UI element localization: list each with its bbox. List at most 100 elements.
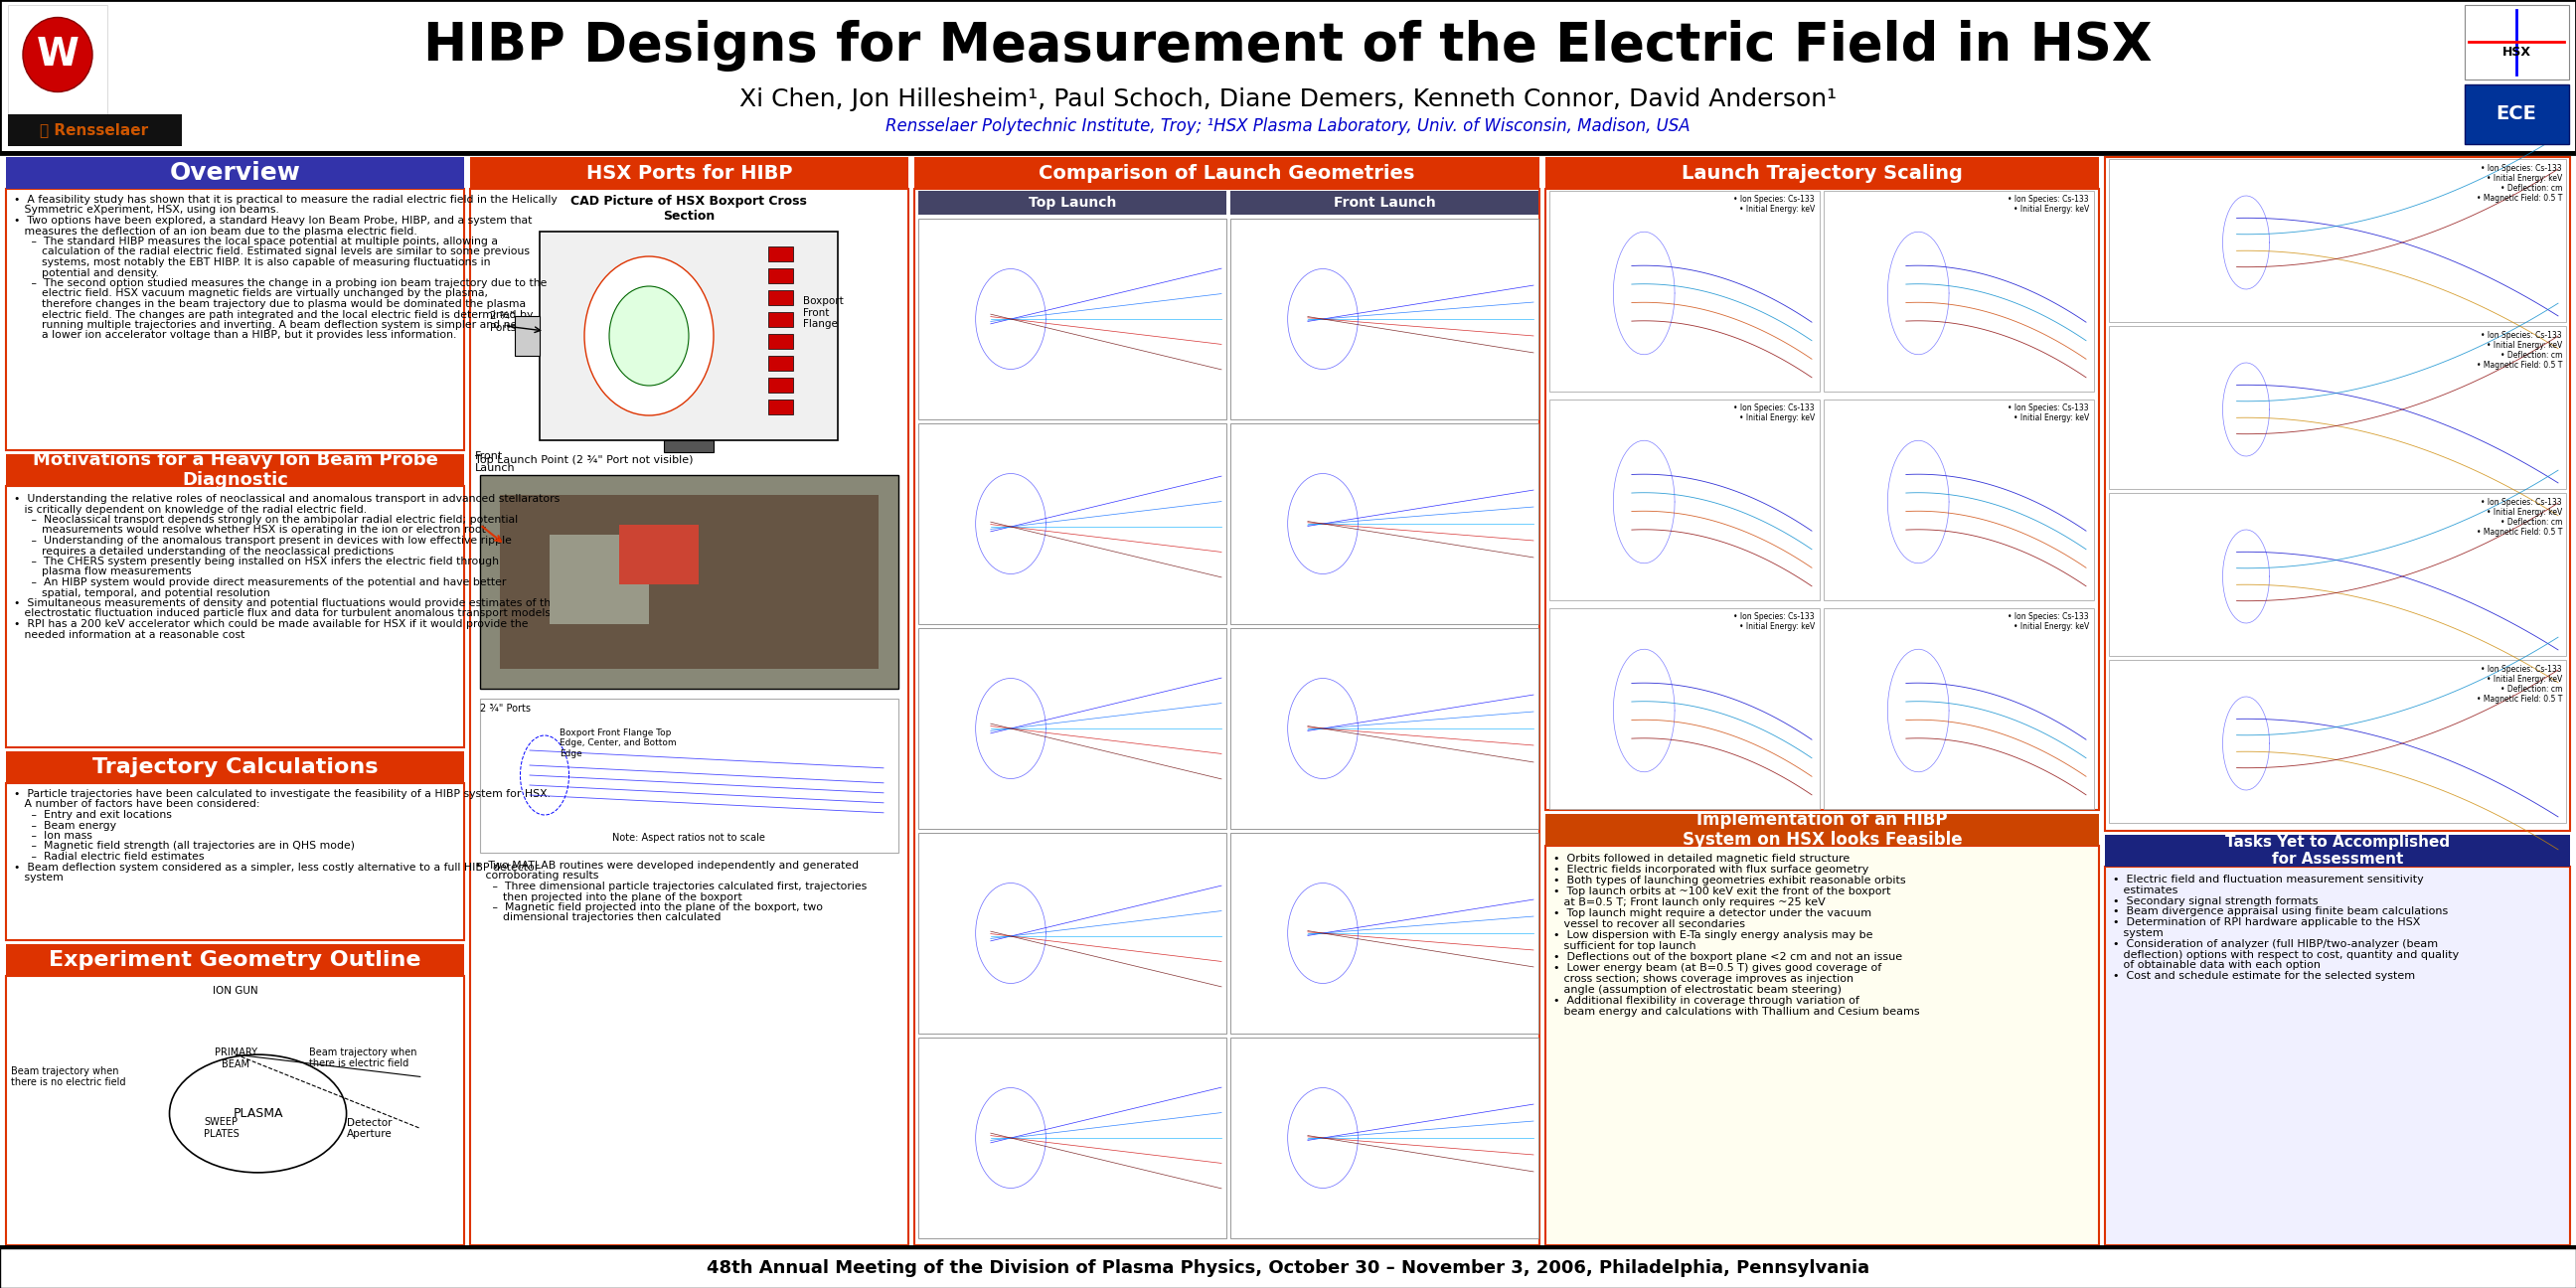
Bar	[1231, 629, 1538, 829]
Bar	[2110, 659, 2566, 823]
Bar	[1546, 189, 2099, 810]
Text: measures the deflection of an ion beam due to the plasma electric field.: measures the deflection of an ion beam d…	[13, 227, 417, 236]
Text: • Ion Species: Cs-133: • Ion Species: Cs-133	[2007, 403, 2089, 412]
Bar	[0, 0, 2576, 155]
Text: • Ion Species: Cs-133: • Ion Species: Cs-133	[2007, 612, 2089, 621]
Ellipse shape	[170, 1055, 345, 1172]
Bar	[1548, 608, 1819, 809]
Text: • Magnetic Field: 0.5 T: • Magnetic Field: 0.5 T	[2476, 361, 2563, 370]
Text: • Initial Energy: keV: • Initial Energy: keV	[2014, 205, 2089, 214]
Bar	[0, 1248, 2576, 1288]
Text: –  The second option studied measures the change in a probing ion beam trajector: – The second option studied measures the…	[13, 278, 546, 289]
Text: •  Simultaneous measurements of density and potential fluctuations would provide: • Simultaneous measurements of density a…	[13, 599, 556, 608]
Text: • Initial Energy: keV: • Initial Energy: keV	[1739, 205, 1814, 214]
Text: vessel to recover all secondaries: vessel to recover all secondaries	[1553, 920, 1744, 929]
Text: plasma flow measurements: plasma flow measurements	[13, 567, 191, 577]
Text: •  Particle trajectories have been calculated to investigate the feasibility of : • Particle trajectories have been calcul…	[13, 790, 551, 799]
Text: system: system	[2112, 929, 2164, 938]
Text: a lower ion accelerator voltage than a HIBP, but it provides less information.: a lower ion accelerator voltage than a H…	[13, 331, 456, 340]
Ellipse shape	[23, 18, 93, 91]
Text: • Ion Species: Cs-133: • Ion Species: Cs-133	[2481, 331, 2563, 340]
Text: estimates: estimates	[2112, 885, 2177, 895]
Text: then projected into the plane of the boxport: then projected into the plane of the box…	[474, 893, 742, 902]
Bar	[917, 424, 1226, 625]
Text: Symmetric eXperiment, HSX, using ion beams.: Symmetric eXperiment, HSX, using ion bea…	[13, 205, 278, 215]
Text: • Deflection: cm: • Deflection: cm	[2501, 350, 2563, 359]
Text: therefore changes in the beam trajectory due to plasma would be dominated the pl: therefore changes in the beam trajectory…	[13, 299, 526, 309]
Text: Top Launch Point (2 ¾" Port not visible): Top Launch Point (2 ¾" Port not visible)	[474, 455, 693, 465]
Text: •  A feasibility study has shown that it is practical to measure the radial elec: • A feasibility study has shown that it …	[13, 194, 556, 205]
Text: Front
Launch: Front Launch	[474, 452, 515, 473]
Text: –  Magnetic field projected into the plane of the boxport, two: – Magnetic field projected into the plan…	[474, 903, 822, 912]
Text: systems, most notably the EBT HIBP. It is also capable of measuring fluctuations: systems, most notably the EBT HIBP. It i…	[13, 258, 489, 268]
Text: •  Secondary signal strength formats: • Secondary signal strength formats	[2112, 896, 2318, 905]
Text: •  Determination of RPI hardware applicable to the HSX: • Determination of RPI hardware applicab…	[2112, 917, 2421, 927]
Text: ECE: ECE	[2496, 104, 2537, 124]
Text: • Ion Species: Cs-133: • Ion Species: Cs-133	[2007, 194, 2089, 204]
Bar	[500, 495, 878, 668]
Bar	[917, 629, 1226, 829]
Text: beam energy and calculations with Thallium and Cesium beams: beam energy and calculations with Thalli…	[1553, 1007, 1919, 1016]
Bar	[1231, 191, 1538, 215]
Text: Implementation of an HIBP
System on HSX looks Feasible: Implementation of an HIBP System on HSX …	[1682, 810, 1963, 849]
Text: •  Understanding the relative roles of neoclassical and anomalous transport in a: • Understanding the relative roles of ne…	[13, 493, 559, 504]
Text: 2 ¾"
Ports: 2 ¾" Ports	[489, 312, 515, 332]
Text: • Deflection: cm: • Deflection: cm	[2501, 518, 2563, 527]
Text: • Initial Energy: keV: • Initial Energy: keV	[2486, 507, 2563, 516]
Bar	[917, 191, 1226, 215]
Text: • Deflection: cm: • Deflection: cm	[2501, 685, 2563, 694]
Bar	[768, 334, 793, 349]
Text: –  An HIBP system would provide direct measurements of the potential and have be: – An HIBP system would provide direct me…	[13, 577, 507, 587]
Bar	[5, 486, 464, 747]
Text: measurements would resolve whether HSX is operating in the ion or electron root: measurements would resolve whether HSX i…	[13, 526, 487, 536]
Text: • Magnetic Field: 0.5 T: • Magnetic Field: 0.5 T	[2476, 694, 2563, 703]
Text: –  The standard HIBP measures the local space potential at multiple points, allo: – The standard HIBP measures the local s…	[13, 237, 497, 246]
Text: • Ion Species: Cs-133: • Ion Species: Cs-133	[1734, 403, 1814, 412]
Text: of obtainable data with each option: of obtainable data with each option	[2112, 961, 2321, 970]
Text: –  Magnetic field strength (all trajectories are in QHS mode): – Magnetic field strength (all trajector…	[13, 841, 355, 851]
Text: •  Low dispersion with E-Ta singly energy analysis may be: • Low dispersion with E-Ta singly energy…	[1553, 930, 1873, 940]
Bar	[5, 976, 464, 1245]
Bar	[549, 535, 649, 625]
Text: Xi Chen, Jon Hillesheim¹, Paul Schoch, Diane Demers, Kenneth Connor, David Ander: Xi Chen, Jon Hillesheim¹, Paul Schoch, D…	[739, 88, 1837, 111]
Bar	[914, 189, 1540, 1245]
Bar	[1546, 157, 2099, 189]
Text: •  Cost and schedule estimate for the selected system: • Cost and schedule estimate for the sel…	[2112, 971, 2416, 981]
Bar	[768, 377, 793, 393]
Text: running multiple trajectories and inverting. A beam deflection system is simpler: running multiple trajectories and invert…	[13, 319, 536, 330]
Polygon shape	[2468, 10, 2563, 75]
Text: •  Lower energy beam (at B=0.5 T) gives good coverage of: • Lower energy beam (at B=0.5 T) gives g…	[1553, 963, 1880, 972]
Bar	[1231, 833, 1538, 1033]
Text: Overview: Overview	[170, 161, 301, 185]
Text: •  Both types of launching geometries exhibit reasonable orbits: • Both types of launching geometries exh…	[1553, 876, 1906, 886]
Bar	[2110, 326, 2566, 489]
Bar	[5, 189, 464, 451]
Text: cross section; shows coverage improves as injection: cross section; shows coverage improves a…	[1553, 974, 1855, 984]
Bar	[1548, 191, 1819, 392]
Bar	[618, 524, 698, 585]
Text: Boxport
Front
Flange: Boxport Front Flange	[804, 296, 842, 330]
Text: Rensselaer Polytechnic Institute, Troy; ¹HSX Plasma Laboratory, Univ. of Wiscons: Rensselaer Polytechnic Institute, Troy; …	[886, 117, 1690, 135]
Text: at B=0.5 T; Front launch only requires ~25 keV: at B=0.5 T; Front launch only requires ~…	[1553, 898, 1826, 907]
Text: needed information at a reasonable cost: needed information at a reasonable cost	[13, 630, 245, 640]
Text: • Initial Energy: keV: • Initial Energy: keV	[2486, 675, 2563, 684]
Bar	[768, 312, 793, 327]
Text: •  Deflections out of the boxport plane <2 cm and not an issue: • Deflections out of the boxport plane <…	[1553, 952, 1901, 962]
Text: 48th Annual Meeting of the Division of Plasma Physics, October 30 – November 3, : 48th Annual Meeting of the Division of P…	[706, 1260, 1870, 1278]
Text: PRIMARY
BEAM: PRIMARY BEAM	[214, 1048, 258, 1069]
Text: –  The CHERS system presently being installed on HSX infers the electric field t: – The CHERS system presently being insta…	[13, 556, 500, 567]
Text: –  Understanding of the anomalous transport present in devices with low effectiv: – Understanding of the anomalous transpo…	[13, 536, 513, 546]
Text: sufficient for top launch: sufficient for top launch	[1553, 942, 1695, 951]
Text: spatial, temporal, and potential resolution: spatial, temporal, and potential resolut…	[13, 587, 270, 598]
Bar	[1231, 1038, 1538, 1238]
Bar	[5, 751, 464, 783]
Text: requires a detailed understanding of the neoclassical predictions: requires a detailed understanding of the…	[13, 546, 394, 556]
Text: –  Ion mass: – Ion mass	[13, 831, 93, 841]
Bar	[2105, 835, 2571, 867]
Text: Tasks Yet to Accomplished
for Assessment: Tasks Yet to Accomplished for Assessment	[2226, 835, 2450, 867]
Text: • Ion Species: Cs-133: • Ion Species: Cs-133	[1734, 194, 1814, 204]
Bar	[538, 232, 837, 440]
Text: Motivations for a Heavy Ion Beam Probe
Diagnostic: Motivations for a Heavy Ion Beam Probe D…	[33, 451, 438, 489]
Text: HIBP Designs for Measurement of the Electric Field in HSX: HIBP Designs for Measurement of the Elec…	[422, 19, 2154, 72]
Text: • Initial Energy: keV: • Initial Energy: keV	[2014, 413, 2089, 422]
